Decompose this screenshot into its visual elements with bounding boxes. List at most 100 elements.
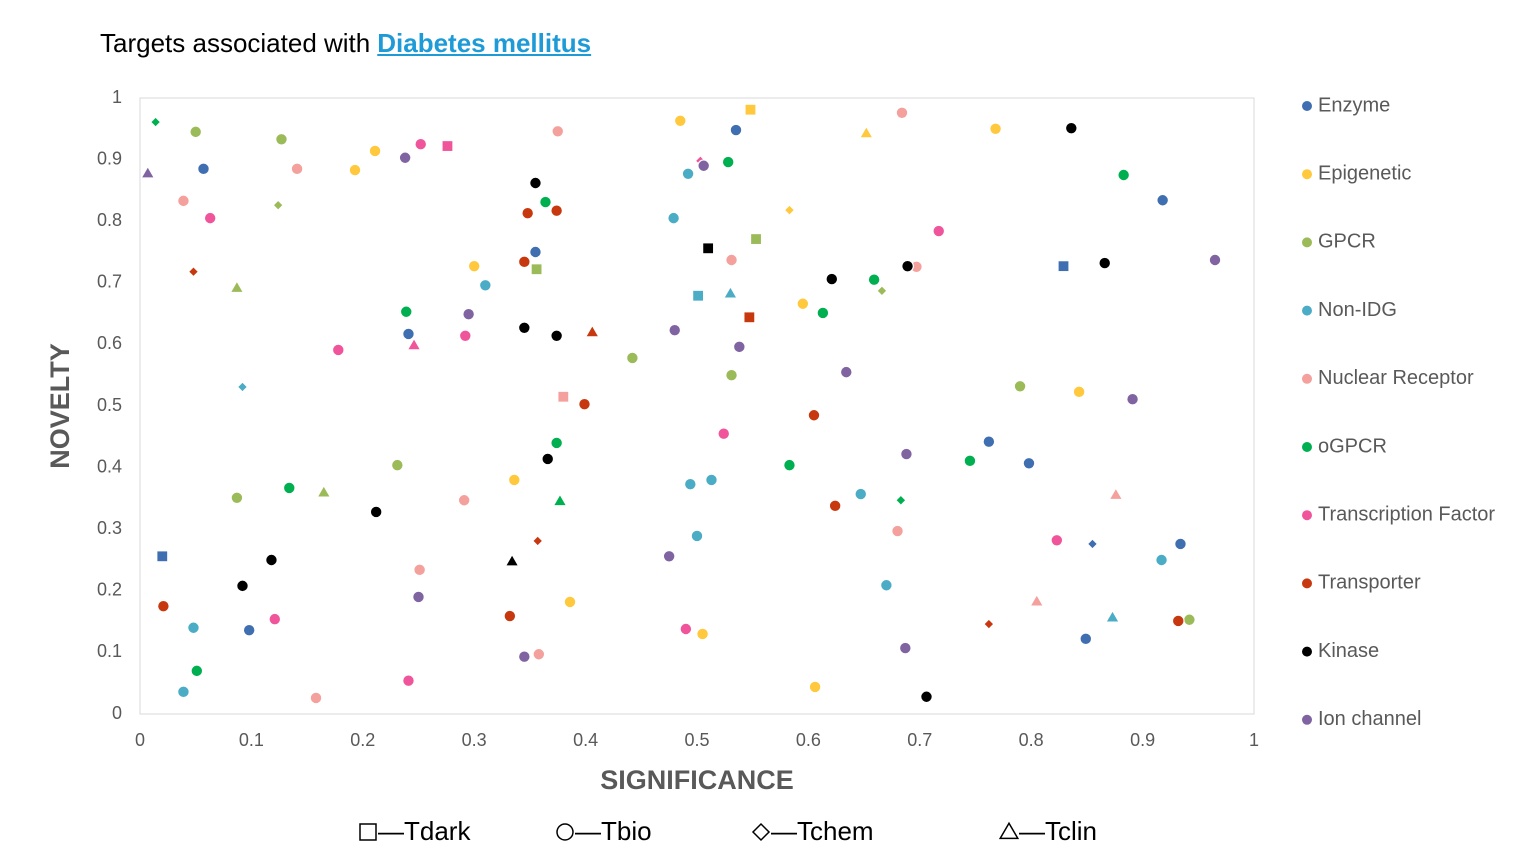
legend-label: Non-IDG xyxy=(1318,299,1397,321)
x-tick-label: 0.2 xyxy=(350,730,375,750)
y-tick-label: 0.5 xyxy=(97,395,122,415)
x-tick-label: 0.6 xyxy=(796,730,821,750)
point xyxy=(895,106,909,120)
point xyxy=(517,321,531,335)
legend-label: Transcription Factor xyxy=(1318,503,1495,525)
point xyxy=(398,151,412,165)
point xyxy=(265,553,278,567)
x-tick-label: 1 xyxy=(1249,730,1259,750)
point xyxy=(177,194,190,208)
y-tick-label: 0.8 xyxy=(97,210,122,230)
point xyxy=(1117,168,1131,182)
y-axis-label: NOVELTY xyxy=(45,343,75,469)
point xyxy=(1156,193,1170,207)
point xyxy=(749,232,763,246)
point xyxy=(1126,392,1139,406)
point xyxy=(236,579,249,593)
point xyxy=(413,563,427,577)
legend-label: Nuclear Receptor xyxy=(1318,367,1474,389)
point xyxy=(203,211,217,225)
point xyxy=(550,329,564,343)
point xyxy=(197,162,210,176)
point xyxy=(898,641,912,655)
point xyxy=(867,273,881,287)
point xyxy=(1108,486,1124,501)
point xyxy=(539,195,552,209)
title-link[interactable]: Diabetes mellitus xyxy=(377,28,592,58)
point xyxy=(156,599,170,613)
point xyxy=(457,493,471,507)
point xyxy=(521,206,535,220)
point xyxy=(462,307,476,321)
point xyxy=(667,211,681,225)
marker-circle xyxy=(556,823,574,841)
point xyxy=(722,285,739,299)
point xyxy=(983,618,995,630)
point xyxy=(1208,253,1222,267)
point xyxy=(550,436,564,450)
point xyxy=(839,365,853,379)
point xyxy=(406,337,422,351)
point xyxy=(187,621,200,635)
point xyxy=(503,609,517,623)
point xyxy=(1079,632,1093,646)
point xyxy=(721,155,735,169)
point xyxy=(690,529,704,543)
point xyxy=(1022,456,1036,470)
legend-marker xyxy=(1301,100,1313,112)
point xyxy=(854,487,868,501)
point xyxy=(729,123,743,137)
point xyxy=(683,477,697,491)
point xyxy=(190,664,204,678)
point xyxy=(399,305,413,319)
point xyxy=(149,116,162,128)
legend-marker xyxy=(1301,236,1313,249)
point xyxy=(807,408,821,422)
point xyxy=(681,167,695,181)
marker-triangle xyxy=(998,821,1020,840)
y-tick-label: 0.3 xyxy=(97,518,122,538)
legend-label: GPCR xyxy=(1318,231,1376,253)
legend-label: Epigenetic xyxy=(1318,162,1411,184)
point xyxy=(920,690,933,704)
point xyxy=(725,368,738,382)
y-tick-label: 0.2 xyxy=(97,580,122,600)
x-tick-label: 0.9 xyxy=(1130,730,1155,750)
title: Targets associated with Diabetes mellitus xyxy=(100,28,591,59)
point xyxy=(705,473,718,487)
point xyxy=(517,650,531,664)
point xyxy=(402,674,415,688)
point xyxy=(282,481,296,495)
point xyxy=(467,259,481,273)
title-text: Targets associated with xyxy=(100,28,371,58)
point xyxy=(369,505,383,519)
legend-marker xyxy=(1301,577,1313,590)
point xyxy=(673,114,687,128)
shape-legend-label: —Tclin xyxy=(1019,816,1097,846)
point xyxy=(1072,385,1086,399)
point xyxy=(236,381,249,393)
point xyxy=(290,162,304,176)
point xyxy=(414,137,428,151)
legend-label: Ion channel xyxy=(1318,708,1421,730)
legend-label: Enzyme xyxy=(1318,94,1390,116)
point xyxy=(1029,593,1045,607)
point xyxy=(531,535,544,547)
point xyxy=(625,351,639,365)
point xyxy=(331,343,345,357)
legend-label: Transporter xyxy=(1318,572,1421,594)
x-tick-label: 0.3 xyxy=(462,730,487,750)
point xyxy=(504,553,520,567)
point xyxy=(140,165,156,179)
point xyxy=(412,590,425,604)
y-tick-label: 0.1 xyxy=(97,641,122,661)
point xyxy=(532,647,546,661)
point xyxy=(828,499,842,513)
point xyxy=(717,427,731,441)
x-tick-label: 0.1 xyxy=(239,730,264,750)
point xyxy=(808,680,822,694)
x-tick-label: 0.8 xyxy=(1019,730,1044,750)
point xyxy=(702,242,715,255)
point xyxy=(507,473,521,487)
y-tick-label: 1 xyxy=(112,87,122,107)
